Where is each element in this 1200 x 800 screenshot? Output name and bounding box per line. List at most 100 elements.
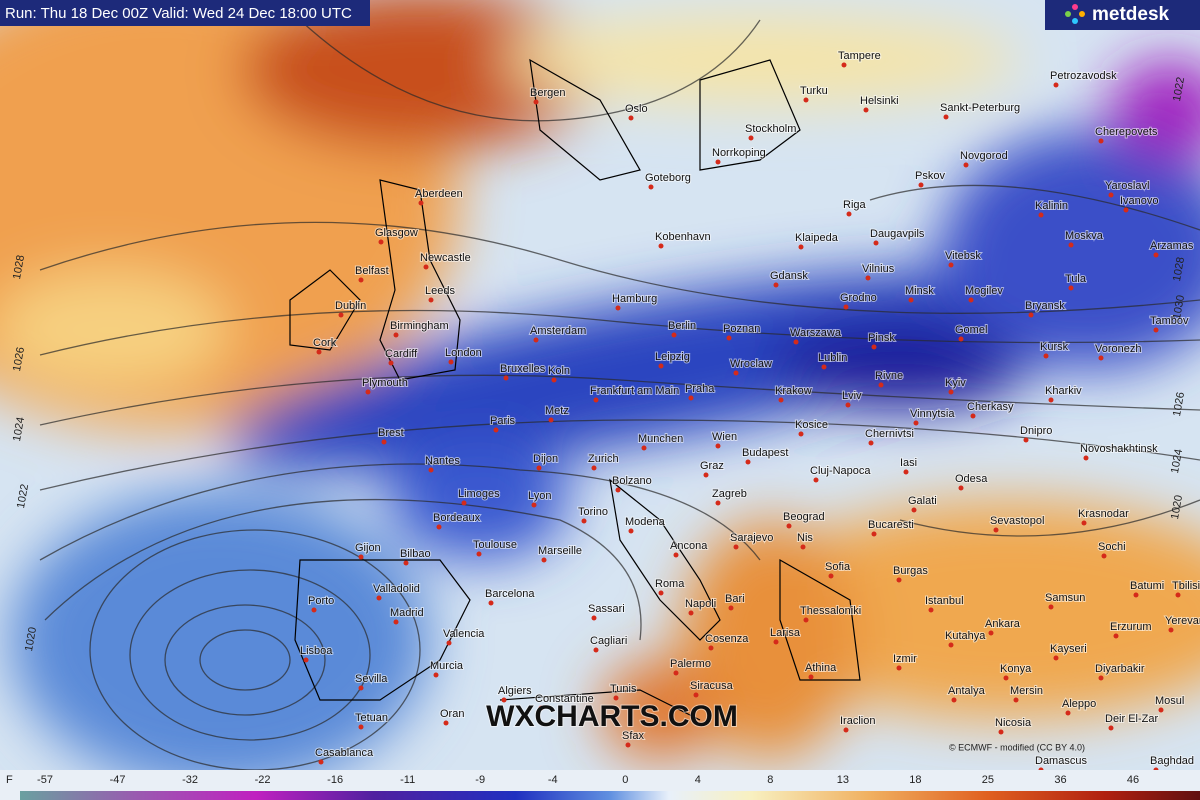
city-dot [715, 500, 721, 506]
city-label: Arzamas [1150, 240, 1194, 252]
city-label: Paris [490, 415, 516, 427]
city-label: Oslo [625, 103, 648, 115]
city-dot [376, 595, 382, 601]
city-label: Beograd [783, 511, 825, 523]
city-dot [658, 363, 664, 369]
legend-tick-label: -22 [255, 774, 271, 786]
coastline [289, 58, 861, 721]
city-label: Zagreb [712, 488, 747, 500]
city-label: Kalinin [1035, 200, 1068, 212]
city-label: London [445, 347, 482, 359]
legend-tick-label: -32 [182, 774, 198, 786]
legend-tick-label: 13 [837, 774, 849, 786]
header-bar [0, 0, 370, 26]
city-label: Izmir [893, 653, 917, 665]
city-label: Lublin [818, 352, 847, 364]
city-label: Kayseri [1050, 643, 1087, 655]
city-label: Cherepovets [1095, 126, 1158, 138]
city-label: Konya [1000, 663, 1032, 675]
city-dot [728, 605, 734, 611]
city-dot [873, 240, 879, 246]
city-dot [715, 443, 721, 449]
city-dot [493, 427, 499, 433]
city-dot [951, 697, 957, 703]
city-dot [536, 465, 542, 471]
city-dot [591, 615, 597, 621]
city-dot [1153, 327, 1159, 333]
city-dot [1113, 633, 1119, 639]
city-dot [446, 640, 452, 646]
city-label: Oran [440, 708, 464, 720]
city-dot [476, 551, 482, 557]
city-label: Vinnytsia [910, 408, 955, 420]
city-label: Zurich [588, 453, 619, 465]
city-label: Kosice [795, 419, 828, 431]
city-label: Mersin [1010, 685, 1043, 697]
city-dot [593, 647, 599, 653]
city-label: Moskva [1065, 230, 1104, 242]
city-dot [433, 672, 439, 678]
isobar-label: 1030 [1171, 294, 1187, 320]
city-label: Kursk [1040, 341, 1069, 353]
city-dot [531, 502, 537, 508]
isobar-label: 1022 [1171, 76, 1187, 102]
city-dot [1053, 655, 1059, 661]
city-dot [658, 590, 664, 596]
city-dot [318, 759, 324, 765]
city-dot [593, 397, 599, 403]
legend-tick-label: -16 [327, 774, 343, 786]
city-label: Sassari [588, 603, 625, 615]
city-label: Pinsk [868, 332, 895, 344]
city-dot [865, 275, 871, 281]
city-dot [970, 413, 976, 419]
city-dot [715, 159, 721, 165]
city-label: Gomel [955, 324, 987, 336]
city-label: Novoshakhtinsk [1080, 443, 1158, 455]
city-label: Torino [578, 506, 608, 518]
city-dot [733, 370, 739, 376]
city-label: Cagliari [590, 635, 627, 647]
city-dot [1101, 553, 1107, 559]
city-label: Samsun [1045, 592, 1085, 604]
city-label: Riga [843, 199, 867, 211]
legend-tick-label: -11 [400, 774, 415, 786]
city-dot [708, 645, 714, 651]
city-label: Grodno [840, 292, 877, 304]
city-label: Sarajevo [730, 532, 773, 544]
city-dot [533, 99, 539, 105]
city-dot [428, 297, 434, 303]
city-dot [896, 577, 902, 583]
legend-tick-label: -47 [110, 774, 126, 786]
city-dot [998, 729, 1004, 735]
city-label: Kobenhavn [655, 231, 711, 243]
city-label: Nantes [425, 455, 460, 467]
city-dot [1065, 710, 1071, 716]
city-dot [845, 402, 851, 408]
city-dot [745, 459, 751, 465]
city-dot [503, 375, 509, 381]
city-dot [1048, 604, 1054, 610]
city-dot [868, 440, 874, 446]
city-label: Lviv [842, 390, 862, 402]
city-label: Damascus [1035, 755, 1087, 767]
city-label: Bari [725, 593, 745, 605]
city-dot [803, 617, 809, 623]
city-label: Constantine [535, 693, 594, 705]
city-label: Metz [545, 405, 569, 417]
city-label: Bolzano [612, 475, 652, 487]
city-dot [378, 239, 384, 245]
isobar-label: 1022 [15, 483, 31, 509]
city-dot [1048, 397, 1054, 403]
city-label: Belfast [355, 265, 389, 277]
city-label: Modena [625, 516, 666, 528]
city-dot [896, 665, 902, 671]
city-label: Valladolid [373, 583, 420, 595]
city-dot [958, 485, 964, 491]
city-label: Porto [308, 595, 334, 607]
city-label: Tambov [1150, 315, 1189, 327]
city-dot [778, 397, 784, 403]
city-dot [786, 523, 792, 529]
isobar-label: 1026 [1171, 391, 1187, 417]
city-label: Marseille [538, 545, 582, 557]
city-dot [908, 297, 914, 303]
